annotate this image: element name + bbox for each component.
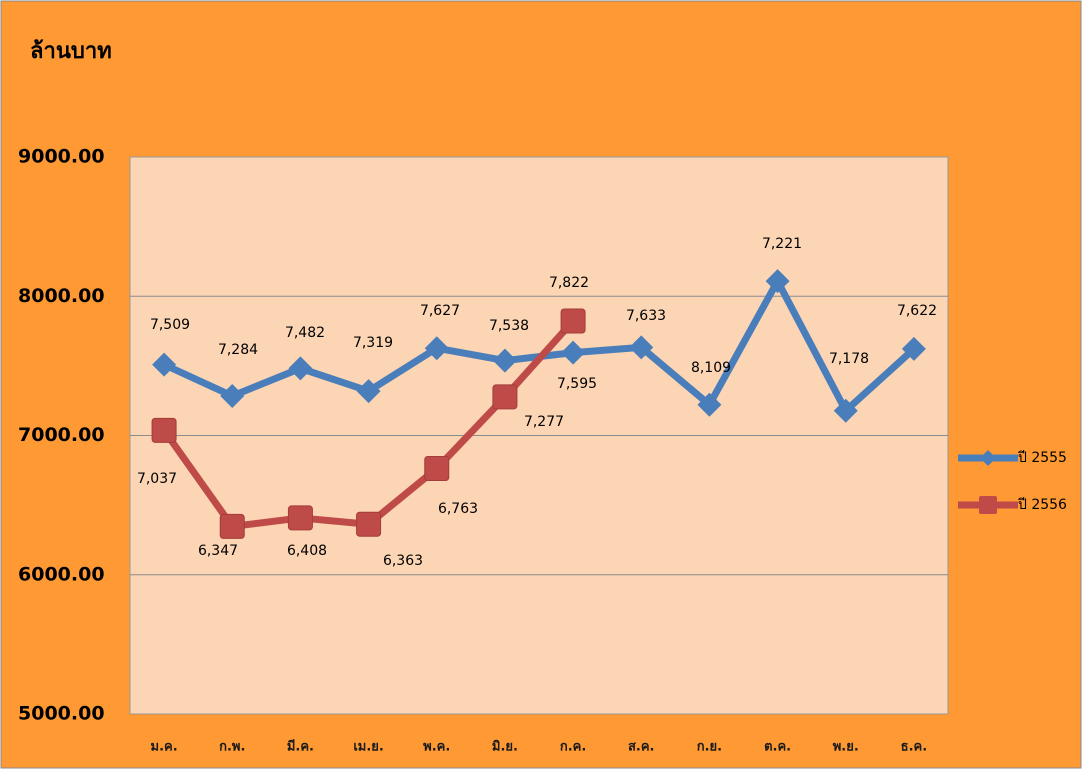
marker: [356, 379, 381, 404]
x-tick-label: พ.ย.: [833, 740, 859, 755]
axis-title: ล้านบาท: [30, 39, 112, 64]
data-label: 7,482: [285, 325, 325, 341]
marker: [152, 352, 177, 377]
data-label: 7,633: [626, 308, 666, 324]
x-tick-label: ม.ค.: [151, 740, 178, 755]
x-tick-label: ก.พ.: [219, 740, 245, 755]
marker: [424, 456, 450, 482]
data-label: 7,277: [524, 414, 564, 430]
data-label: 7,319: [353, 335, 393, 351]
legend-marker: [979, 496, 997, 514]
marker: [765, 269, 790, 294]
legend-label: ปี 2555: [1018, 450, 1067, 466]
x-tick-label: ธ.ค.: [901, 740, 928, 755]
marker: [833, 398, 858, 423]
marker: [492, 384, 518, 410]
data-label: 7,822: [549, 275, 589, 291]
data-label: 7,538: [489, 318, 529, 334]
data-label: 6,408: [287, 543, 327, 559]
marker: [287, 505, 313, 531]
marker: [560, 308, 586, 334]
data-label: 7,037: [137, 471, 177, 487]
marker: [219, 513, 245, 539]
x-tick-label: มี.ค.: [287, 739, 314, 755]
marker: [220, 383, 245, 408]
x-tick-label: ก.ค.: [560, 740, 586, 755]
marker: [356, 511, 382, 537]
x-tick-label: มิ.ย.: [492, 740, 518, 755]
data-label: 7,509: [150, 317, 190, 333]
marker: [629, 335, 654, 360]
y-tick-label: 5000.00: [18, 703, 105, 725]
data-label: 6,363: [383, 553, 423, 569]
data-label: 8,109: [691, 360, 731, 376]
data-label: 6,347: [198, 543, 238, 559]
y-tick-label: 6000.00: [18, 563, 105, 585]
marker: [424, 336, 449, 361]
data-label: 7,627: [420, 303, 460, 319]
marker: [288, 356, 313, 381]
x-tick-label: พ.ค.: [423, 740, 450, 755]
x-tick-label: ต.ค.: [764, 740, 791, 755]
data-label: 6,763: [438, 501, 478, 517]
y-tick-label: 9000.00: [18, 146, 105, 168]
x-tick-label: ก.ย.: [697, 740, 722, 755]
marker: [901, 336, 926, 361]
data-label: 7,595: [557, 376, 597, 392]
data-label: 7,622: [897, 303, 937, 319]
x-tick-label: เม.ย.: [353, 740, 384, 755]
x-tick-label: ส.ค.: [628, 740, 655, 755]
data-label: 7,178: [829, 351, 869, 367]
data-label: 7,221: [762, 236, 802, 252]
y-tick-label: 7000.00: [18, 424, 105, 446]
data-label: 7,284: [218, 342, 258, 358]
marker: [561, 340, 586, 365]
marker: [151, 417, 177, 443]
legend-marker: [980, 450, 996, 466]
y-tick-label: 8000.00: [18, 285, 105, 307]
marker: [492, 348, 517, 373]
legend-label: ปี 2556: [1018, 497, 1068, 513]
marker: [697, 392, 722, 417]
